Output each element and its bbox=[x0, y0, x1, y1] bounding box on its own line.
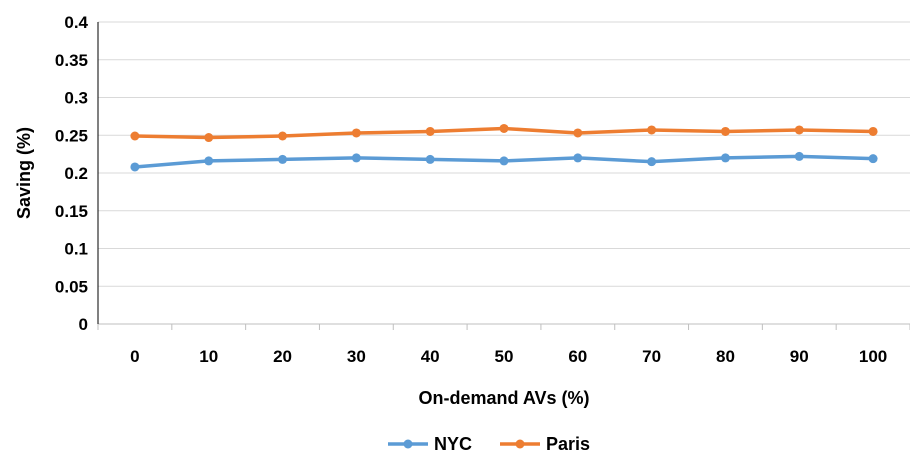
data-point bbox=[573, 153, 583, 163]
data-point bbox=[278, 154, 288, 164]
y-tick-label: 0 bbox=[79, 315, 88, 334]
x-tick-label: 10 bbox=[199, 347, 218, 366]
x-tick-labels: 0 10 20 30 40 50 60 70 80 90 100 bbox=[97, 324, 910, 366]
data-point bbox=[278, 131, 288, 141]
data-point bbox=[868, 126, 878, 136]
y-tick-label: 0.4 bbox=[64, 13, 88, 32]
data-point bbox=[425, 126, 435, 136]
data-point bbox=[204, 133, 214, 143]
data-point bbox=[573, 128, 583, 138]
y-tick-label: 0.35 bbox=[55, 51, 88, 70]
x-tick-label: 70 bbox=[642, 347, 661, 366]
data-point bbox=[204, 156, 214, 166]
data-point bbox=[647, 157, 657, 167]
x-tick-label: 40 bbox=[421, 347, 440, 366]
data-point bbox=[868, 154, 878, 164]
y-tick-labels: 0 0.05 0.1 0.15 0.2 0.25 0.3 0.35 0.4 bbox=[55, 13, 89, 334]
gridlines bbox=[98, 21, 910, 287]
x-tick-label: 90 bbox=[790, 347, 809, 366]
y-tick-label: 0.05 bbox=[55, 277, 88, 296]
data-point bbox=[425, 154, 435, 164]
x-tick-label: 80 bbox=[716, 347, 735, 366]
data-point bbox=[499, 156, 509, 166]
data-point bbox=[647, 125, 657, 135]
legend-label: NYC bbox=[434, 434, 472, 454]
x-tick-label: 0 bbox=[130, 347, 139, 366]
y-tick-label: 0.2 bbox=[64, 164, 88, 183]
axes bbox=[97, 22, 910, 325]
y-tick-label: 0.3 bbox=[64, 89, 88, 108]
data-point bbox=[499, 123, 509, 133]
series-paris bbox=[130, 123, 878, 143]
legend: NYC Paris bbox=[388, 434, 590, 454]
x-tick-label: 100 bbox=[859, 347, 887, 366]
x-tick-label: 60 bbox=[568, 347, 587, 366]
y-axis-title: Saving (%) bbox=[14, 127, 34, 219]
x-tick-label: 30 bbox=[347, 347, 366, 366]
legend-swatch-marker bbox=[515, 439, 525, 449]
y-tick-label: 0.1 bbox=[64, 240, 88, 259]
legend-swatch-marker bbox=[403, 439, 413, 449]
series-layer bbox=[130, 123, 878, 172]
legend-item: Paris bbox=[500, 434, 590, 454]
legend-label: Paris bbox=[546, 434, 590, 454]
y-tick-label: 0.15 bbox=[55, 202, 88, 221]
x-axis-title: On-demand AVs (%) bbox=[418, 388, 589, 408]
data-point bbox=[720, 153, 730, 163]
y-tick-label: 0.25 bbox=[55, 126, 88, 145]
data-point bbox=[794, 151, 804, 161]
data-point bbox=[351, 128, 361, 138]
data-point bbox=[130, 162, 140, 172]
x-tick-label: 20 bbox=[273, 347, 292, 366]
data-point bbox=[351, 153, 361, 163]
legend-item: NYC bbox=[388, 434, 472, 454]
data-point bbox=[130, 131, 140, 141]
x-tick-label: 50 bbox=[495, 347, 514, 366]
series-nyc bbox=[130, 151, 878, 172]
data-point bbox=[794, 125, 804, 135]
data-point bbox=[720, 126, 730, 136]
